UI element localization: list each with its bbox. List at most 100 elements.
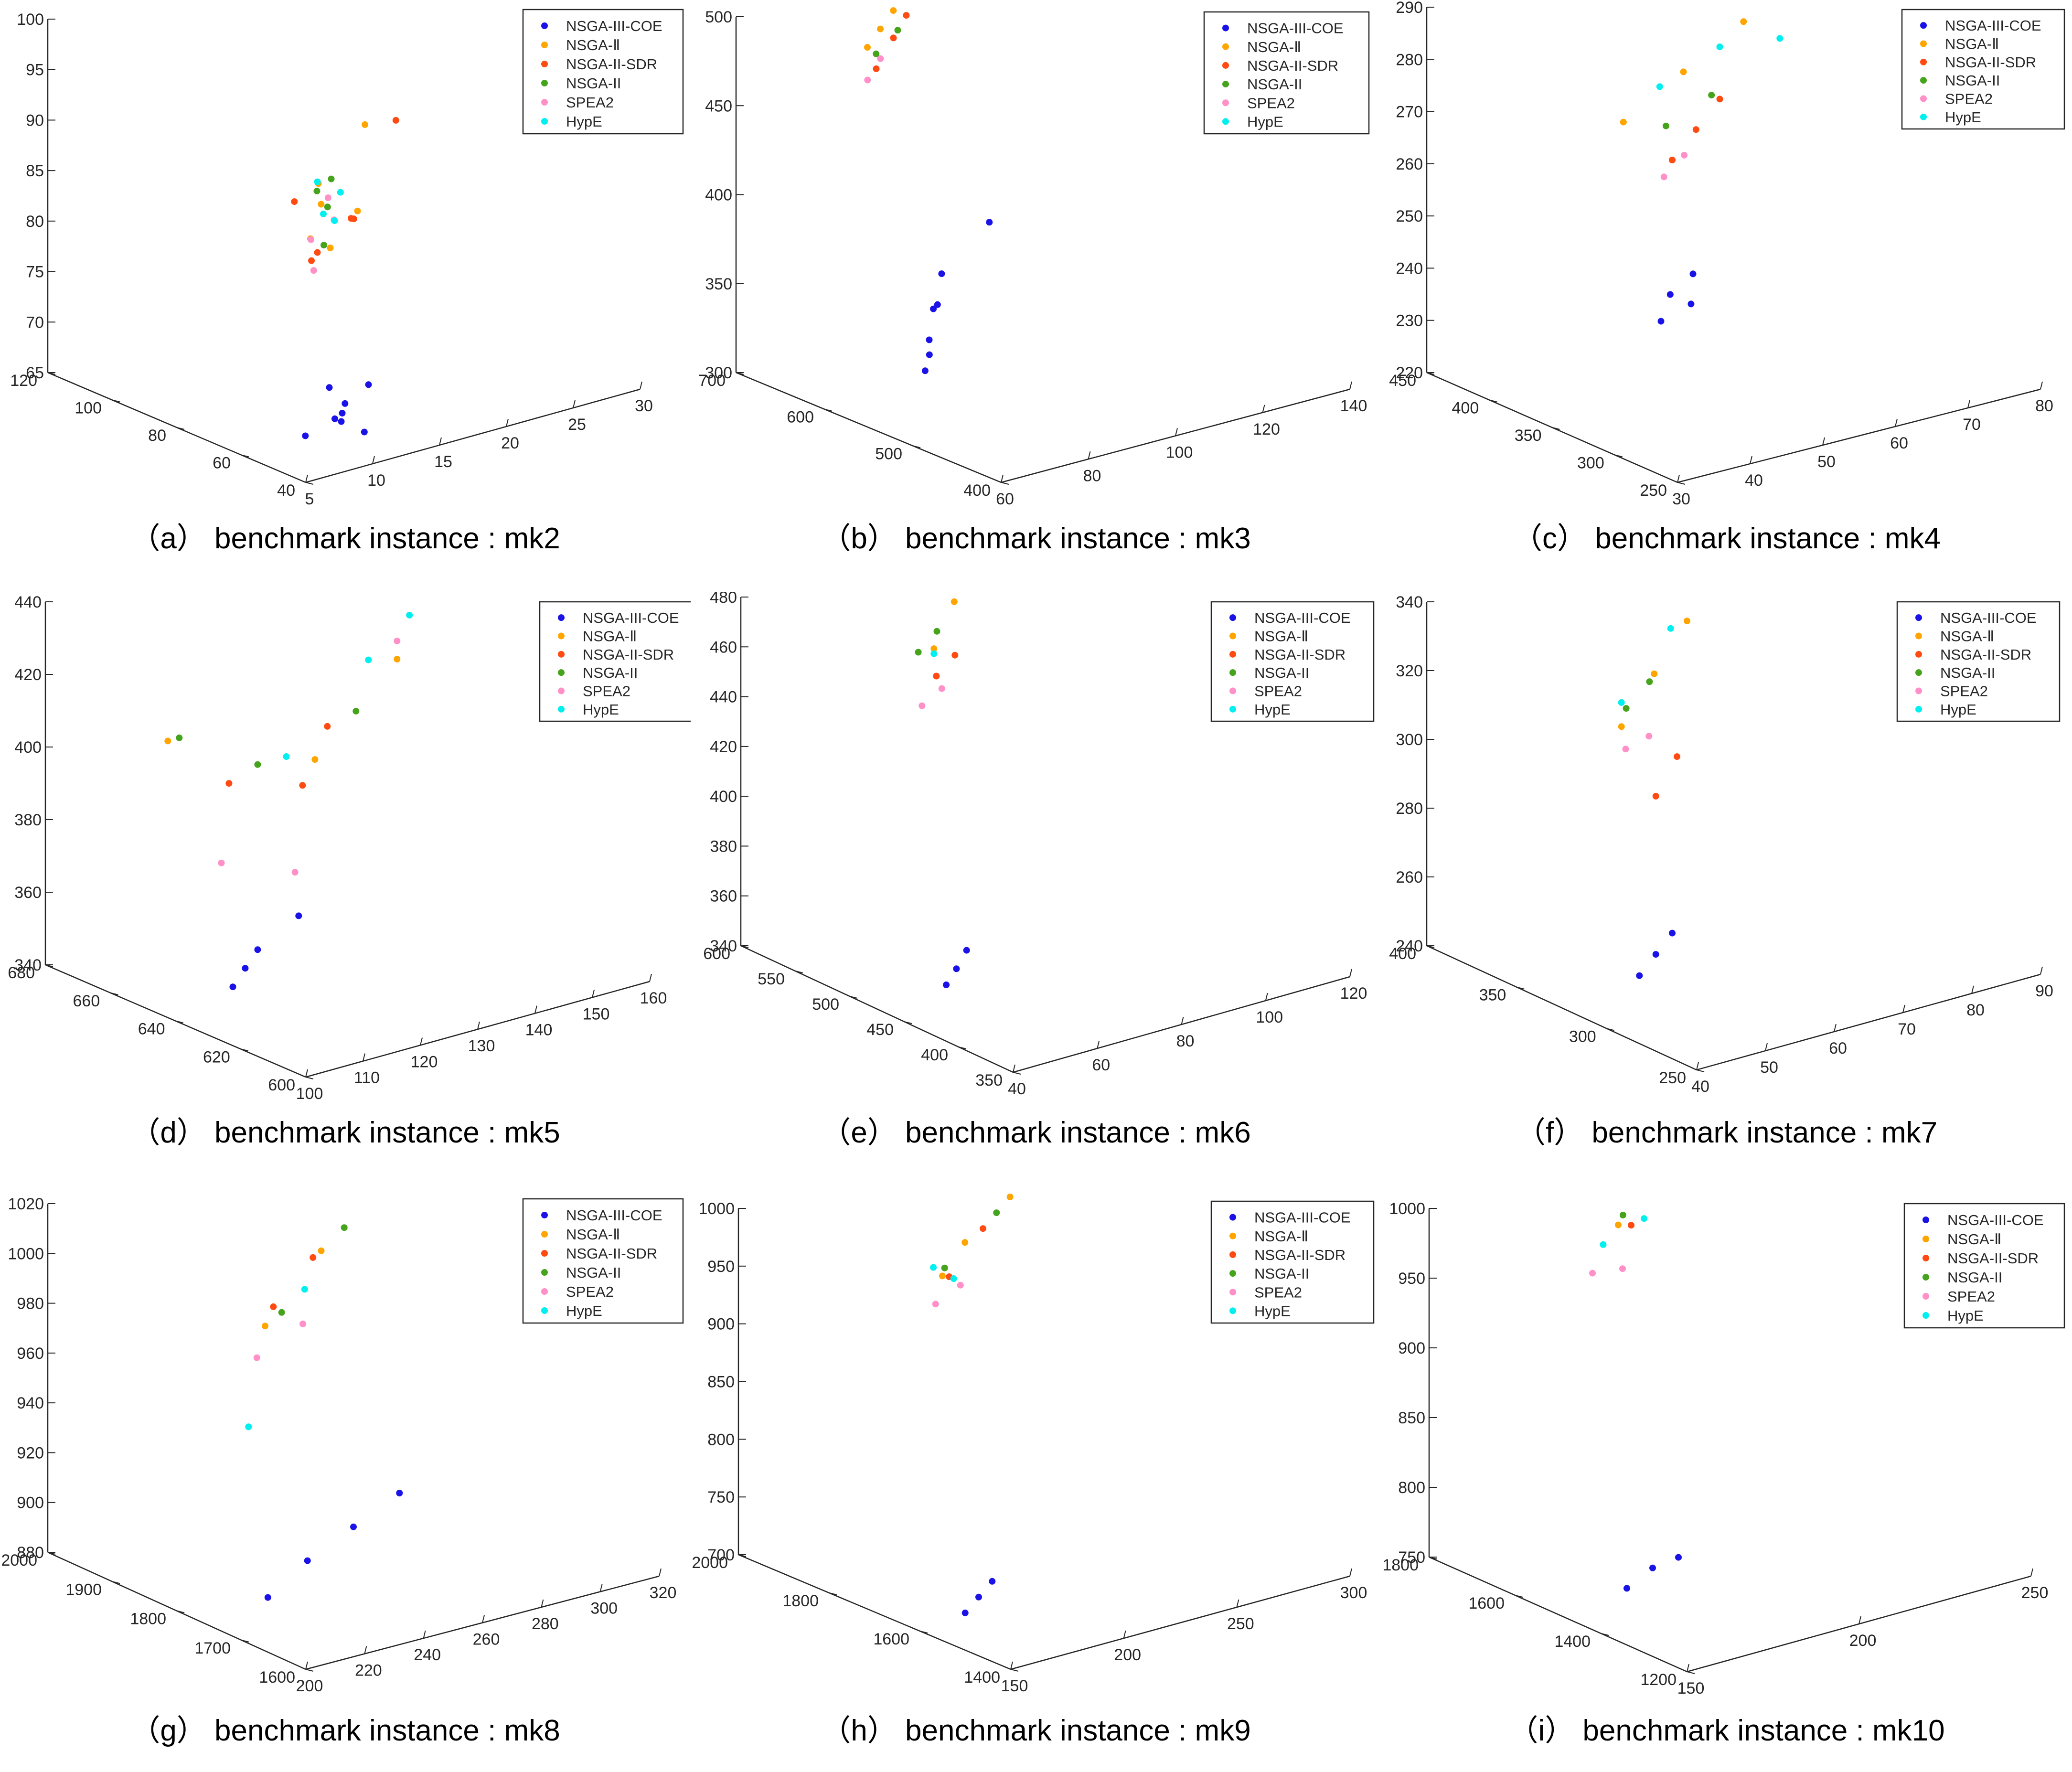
legend: NSGA-III-COE NSGA-Ⅱ NSGA-II-SDR NSGA-II SPEA… [1210,1200,1375,1324]
data-point [1669,929,1676,937]
x-tick-label: 320 [650,1584,677,1602]
y-tick-label: 600 [703,945,730,963]
legend-entry: NSGA-III-COE [1247,20,1344,37]
z-tick-label: 280 [1396,51,1423,69]
data-point [1623,1585,1630,1592]
legend-entry: NSGA-II [1940,664,1995,681]
data-point [1675,1554,1682,1561]
legend-marker [1915,669,1922,676]
legend-marker [1920,77,1927,84]
data-point [1652,792,1659,800]
y-tick-label: 700 [698,372,726,390]
data-point [337,189,344,196]
z-tick-label: 960 [17,1345,44,1363]
y-tick-label: 2000 [692,1554,728,1572]
legend-marker [1229,1289,1236,1296]
legend-entry: NSGA-III-COE [566,1207,662,1224]
legend-marker [1922,1236,1929,1242]
legend-entry: HypE [1940,701,1976,718]
y-tick-label: 400 [1389,945,1416,963]
legend: NSGA-III-COE NSGA-Ⅱ NSGA-II-SDR NSGA-II SPEA… [522,9,684,135]
legend-marker [558,669,565,676]
data-point [1006,1194,1014,1200]
legend-marker [541,42,548,48]
y-tick-mark [912,445,921,448]
legend-marker [1922,1293,1929,1300]
x-tick-label: 130 [468,1037,495,1055]
legend-entry: HypE [583,701,619,718]
data-point [324,194,331,201]
data-point [1618,699,1625,706]
data-point [295,912,302,919]
x-tick-label: 160 [640,989,667,1007]
legend-entry: NSGA-Ⅱ [1254,1228,1308,1245]
y-axis-line [736,372,1002,483]
y-tick-label: 680 [8,964,35,982]
y-tick-label: 350 [1479,986,1506,1004]
x-tick-mark [2040,381,2043,390]
y-tick-mark [1601,1633,1609,1636]
data-point [1619,1265,1626,1272]
x-tick-label: 70 [1898,1020,1916,1038]
data-point [264,1594,271,1601]
data-point [890,7,897,14]
x-tick-label: 240 [414,1646,441,1664]
x-tick-mark [649,973,652,982]
caption-text: benchmark instance : mk7 [1583,1116,1938,1149]
z-tick-label: 260 [1396,155,1423,173]
y-tick-label: 80 [148,427,166,445]
z-tick-label: 240 [1396,259,1423,278]
data-point [1645,733,1653,740]
data-point [1622,746,1629,753]
data-point [218,859,225,866]
z-tick-label: 900 [1398,1339,1425,1357]
y-tick-mark [1517,986,1525,990]
legend-entry: NSGA-III-COE [566,18,662,34]
x-tick-mark [1687,1664,1689,1672]
legend-entry: SPEA2 [1945,91,1993,107]
legend-entry: NSGA-II [1254,664,1309,681]
legend-entry: NSGA-II-SDR [1940,646,2031,663]
data-point [961,1609,969,1616]
y-tick-mark [176,1610,185,1613]
data-point [314,249,321,256]
caption-label: （h） [821,1714,897,1747]
legend-marker [1920,58,1927,65]
y-tick-mark [1614,454,1623,458]
data-point [310,1254,317,1261]
series-NSGA-Ⅱ [164,656,401,763]
legend-entry: NSGA-II-SDR [566,56,657,73]
series-HypE [314,178,344,224]
z-tick-label: 400 [14,738,42,757]
z-tick-label: 400 [705,186,732,204]
panel-mk5: 100 110 120 130 140 150 160 600 620 640 660 680 340 3… [0,592,691,1189]
z-tick-label: 850 [707,1373,735,1391]
x-tick-mark [1677,474,1680,483]
data-point [324,723,331,730]
legend: NSGA-III-COE NSGA-Ⅱ NSGA-II-SDR NSGA-II SPEA… [1903,1203,2065,1329]
x-tick-label: 280 [532,1615,559,1633]
data-point [1708,92,1715,99]
x-tick-label: 50 [1760,1058,1778,1077]
x-tick-mark [1088,451,1091,459]
panel-caption: （g） benchmark instance : mk8 [0,1706,691,1749]
series-NSGA-III-COE [1636,929,1676,979]
data-point [1657,318,1665,325]
y-tick-label: 400 [921,1046,948,1064]
caption-text: benchmark instance : mk5 [206,1116,560,1149]
y-tick-label: 60 [213,454,231,472]
legend-marker [1922,1312,1929,1319]
y-tick-label: 1600 [1468,1594,1505,1612]
legend-marker [558,614,565,621]
y-tick-label: 100 [75,399,102,417]
data-point [299,782,306,789]
y-tick-mark [112,399,120,403]
legend-entry: NSGA-Ⅱ [1254,628,1308,645]
x-tick-label: 30 [635,397,653,415]
legend-marker [1229,614,1236,621]
data-point [1680,68,1687,75]
y-tick-mark [241,454,249,458]
legend-marker [1920,22,1927,29]
legend-entry: NSGA-III-COE [1945,17,2041,34]
